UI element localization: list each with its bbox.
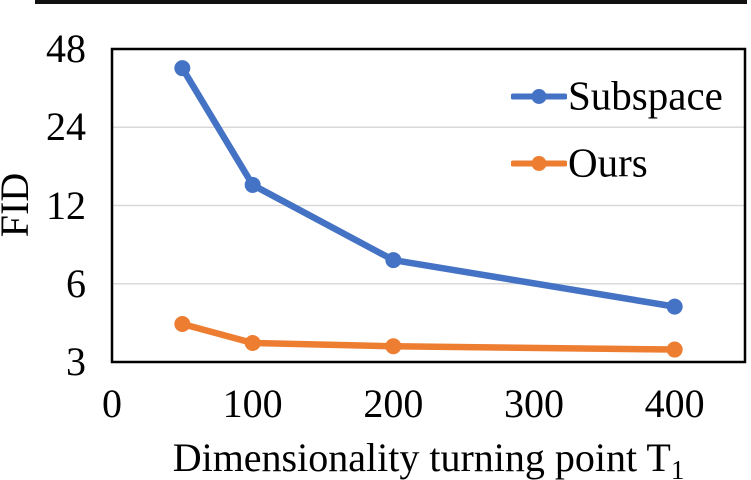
- data-point-subspace-x100: [244, 176, 261, 193]
- x-axis-title-subscript: 1: [670, 455, 685, 480]
- plot-border: [110, 47, 747, 364]
- data-point-ours-x200: [385, 338, 402, 355]
- x-tick-label-400: 400: [644, 381, 705, 426]
- legend-marker-icon: [511, 88, 567, 104]
- data-point-subspace-x400: [666, 298, 683, 315]
- legend-item-ours: Ours: [511, 139, 648, 186]
- y-tick-label-6: 6: [66, 260, 86, 306]
- x-tick-label-100: 100: [222, 381, 283, 426]
- y-tick-label-3: 3: [66, 339, 86, 384]
- data-point-ours-x400: [666, 341, 683, 358]
- data-point-ours-x50: [174, 316, 191, 333]
- legend-marker-icon: [511, 155, 567, 171]
- data-point-ours-x100: [244, 334, 261, 351]
- series-line-subspace: [179, 64, 678, 310]
- x-tick-label-200: 200: [363, 381, 424, 426]
- x-axis-title: Dimensionality turning point T1: [112, 436, 745, 480]
- y-tick-label-12: 12: [46, 182, 86, 228]
- x-tick-label-300: 300: [504, 381, 564, 426]
- legend-label-ours: Ours: [568, 139, 648, 186]
- series-line-ours: [179, 320, 678, 353]
- top-rule: [35, 0, 747, 4]
- legend-label-subspace: Subspace: [568, 72, 723, 119]
- x-tick-label-0: 0: [102, 381, 122, 426]
- y-tick-label-48: 48: [46, 26, 86, 71]
- legend-item-subspace: Subspace: [511, 72, 723, 119]
- y-tick-label-24: 24: [46, 104, 86, 150]
- x-axis-title-text: Dimensionality turning point T: [172, 435, 671, 480]
- data-point-subspace-x50: [174, 60, 191, 77]
- data-point-subspace-x200: [385, 252, 402, 269]
